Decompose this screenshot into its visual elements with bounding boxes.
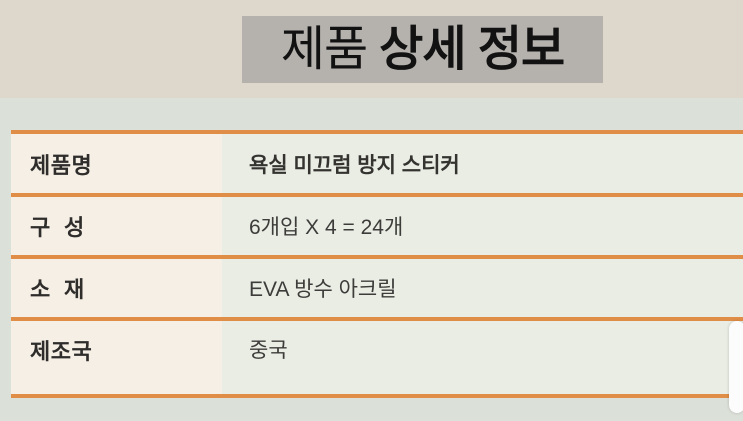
scrollbar-thumb[interactable]	[729, 321, 743, 413]
row-value: EVA 방수 아크릴	[249, 278, 397, 301]
row-value: 중국	[249, 339, 288, 362]
table-row: 제품명 욕실 미끄럼 방지 스티커	[11, 130, 743, 193]
row-value: 욕실 미끄럼 방지 스티커	[249, 153, 460, 177]
table-row: 제조국 중국	[11, 317, 743, 394]
row-label: 제품명	[30, 152, 93, 178]
header-section: 제품 상세 정보	[0, 0, 743, 98]
row-value-cell: EVA 방수 아크릴	[222, 259, 743, 317]
page-title-main: 상세 정보	[379, 22, 565, 76]
page-title-highlight: 제품 상세 정보	[242, 16, 603, 83]
row-label-cell: 제조국	[11, 321, 222, 394]
table-row: 구 성 6개입 X 4 = 24개	[11, 193, 743, 255]
row-value-cell: 욕실 미끄럼 방지 스티커	[222, 134, 743, 193]
row-value-cell: 6개입 X 4 = 24개	[222, 197, 743, 255]
row-label: 제조국	[30, 339, 93, 364]
row-label-cell: 소 재	[11, 259, 222, 317]
row-label: 소 재	[30, 277, 85, 302]
row-label-cell: 제품명	[11, 134, 222, 193]
row-label-cell: 구 성	[11, 197, 222, 255]
page-title-prefix: 제품	[280, 22, 368, 76]
row-value-cell: 중국	[222, 321, 743, 394]
row-label: 구 성	[30, 215, 85, 240]
table-row: 소 재 EVA 방수 아크릴	[11, 255, 743, 317]
page-title: 제품 상세 정보	[280, 22, 565, 76]
row-value: 6개입 X 4 = 24개	[249, 216, 404, 239]
